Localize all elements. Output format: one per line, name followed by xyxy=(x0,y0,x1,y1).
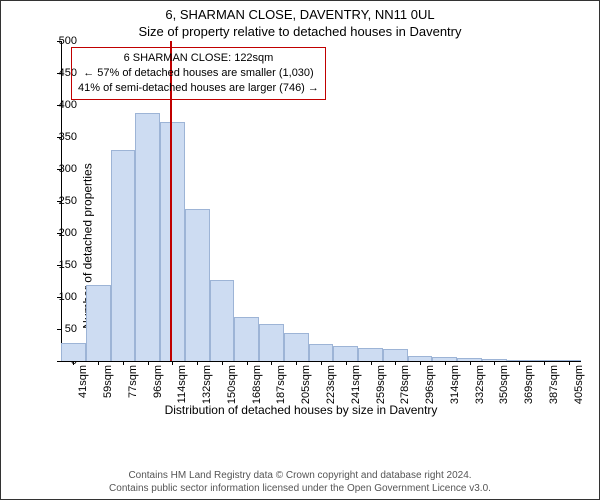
x-tick-mark xyxy=(346,361,347,365)
x-tick-label: 114sqm xyxy=(176,365,188,403)
x-tick-label: 314sqm xyxy=(449,365,461,404)
x-tick-mark xyxy=(197,361,198,365)
histogram-bar xyxy=(333,346,358,361)
info-line-2: ← 57% of detached houses are smaller (1,… xyxy=(78,66,319,81)
x-tick-label: 278sqm xyxy=(399,365,411,404)
x-tick-label: 369sqm xyxy=(523,365,535,404)
histogram-bar xyxy=(210,280,235,361)
x-tick-label: 150sqm xyxy=(226,365,238,404)
chart-title-main: 6, SHARMAN CLOSE, DAVENTRY, NN11 0UL xyxy=(1,1,599,22)
x-tick-mark xyxy=(123,361,124,365)
x-tick-mark xyxy=(420,361,421,365)
info-box: 6 SHARMAN CLOSE: 122sqm ← 57% of detache… xyxy=(71,47,326,100)
x-tick-mark xyxy=(470,361,471,365)
x-tick-label: 387sqm xyxy=(548,365,560,404)
x-tick-mark xyxy=(494,361,495,365)
x-tick-mark xyxy=(271,361,272,365)
chart-title-sub: Size of property relative to detached ho… xyxy=(1,22,599,43)
x-tick-label: 205sqm xyxy=(300,365,312,404)
x-tick-label: 187sqm xyxy=(275,365,287,404)
histogram-bar xyxy=(61,343,86,361)
x-tick-mark xyxy=(371,361,372,365)
x-tick-label: 332sqm xyxy=(474,365,486,404)
x-tick-mark xyxy=(445,361,446,365)
x-tick-label: 132sqm xyxy=(201,365,213,404)
x-tick-mark xyxy=(98,361,99,365)
x-tick-mark xyxy=(544,361,545,365)
histogram-bar xyxy=(111,150,136,361)
x-tick-label: 41sqm xyxy=(77,365,89,398)
x-tick-label: 259sqm xyxy=(375,365,387,404)
x-tick-mark xyxy=(321,361,322,365)
x-tick-label: 241sqm xyxy=(350,365,362,404)
footer-line-2: Contains public sector information licen… xyxy=(1,483,599,496)
histogram-bar xyxy=(86,285,111,361)
x-tick-label: 77sqm xyxy=(127,365,139,398)
chart-area: Number of detached properties 0501001502… xyxy=(1,41,600,451)
x-tick-mark xyxy=(296,361,297,365)
footer-line-1: Contains HM Land Registry data © Crown c… xyxy=(1,470,599,483)
x-tick-label: 405sqm xyxy=(573,365,585,404)
x-tick-mark xyxy=(247,361,248,365)
x-tick-mark xyxy=(148,361,149,365)
info-line-3: 41% of semi-detached houses are larger (… xyxy=(78,81,319,96)
x-tick-mark xyxy=(222,361,223,365)
histogram-bar xyxy=(309,344,334,361)
x-tick-label: 350sqm xyxy=(498,365,510,404)
histogram-bar xyxy=(259,324,284,361)
chart-container: 6, SHARMAN CLOSE, DAVENTRY, NN11 0UL Siz… xyxy=(0,0,600,500)
histogram-bar xyxy=(160,122,185,361)
x-tick-label: 59sqm xyxy=(102,365,114,398)
histogram-bar xyxy=(234,317,259,361)
histogram-bar xyxy=(135,113,160,361)
x-tick-label: 96sqm xyxy=(152,365,164,398)
x-tick-label: 168sqm xyxy=(251,365,263,404)
x-tick-mark xyxy=(519,361,520,365)
info-line-1: 6 SHARMAN CLOSE: 122sqm xyxy=(78,51,319,66)
histogram-bar xyxy=(284,333,309,361)
x-tick-mark xyxy=(172,361,173,365)
histogram-bar xyxy=(185,209,210,361)
histogram-bar xyxy=(358,348,383,361)
footer: Contains HM Land Registry data © Crown c… xyxy=(1,470,599,495)
histogram-bar xyxy=(383,349,408,361)
x-tick-mark xyxy=(73,361,74,365)
x-axis-label: Distribution of detached houses by size … xyxy=(165,403,438,417)
x-tick-mark xyxy=(395,361,396,365)
x-tick-label: 296sqm xyxy=(424,365,436,404)
x-tick-mark xyxy=(569,361,570,365)
x-tick-label: 223sqm xyxy=(325,365,337,404)
